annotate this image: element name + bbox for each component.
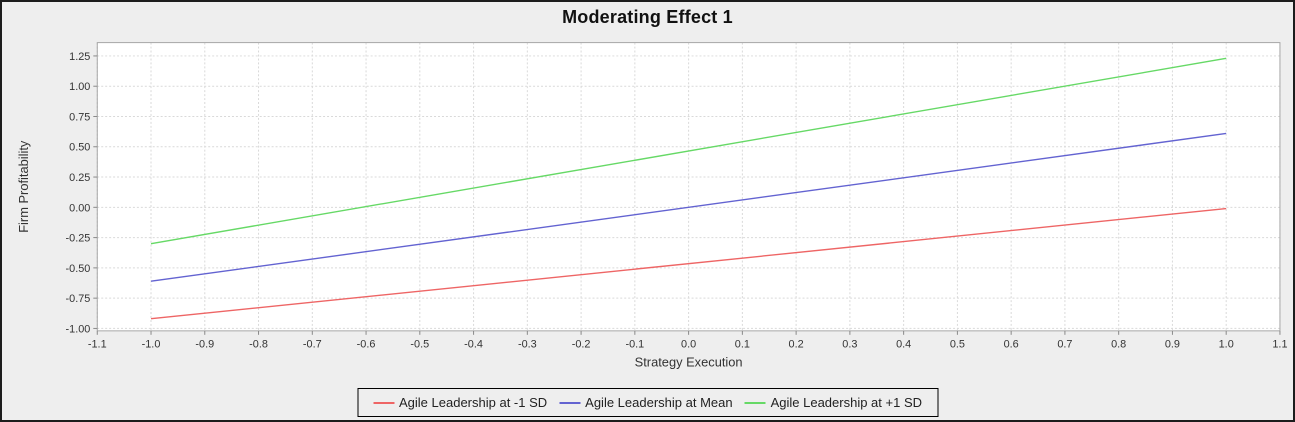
y-tick-label: -0.25 <box>66 233 91 245</box>
legend-item-label: Agile Leadership at -1 SD <box>399 395 548 410</box>
legend-item: Agile Leadership at +1 SD <box>744 394 922 411</box>
x-tick-label: 1.0 <box>1219 339 1234 351</box>
x-tick-label: -0.4 <box>464 339 483 351</box>
y-tick-label: -1.00 <box>66 323 91 335</box>
x-tick-label: -0.5 <box>410 339 429 351</box>
series-line-2 <box>150 57 1227 245</box>
legend-item-label: Agile Leadership at Mean <box>585 395 733 410</box>
legend-line-swatch <box>744 401 766 404</box>
series-line-1 <box>150 132 1227 282</box>
legend: Agile Leadership at -1 SD Agile Leadershi… <box>357 388 938 417</box>
x-tick-label: 0.0 <box>681 339 696 351</box>
x-tick-label: 0.2 <box>789 339 804 351</box>
x-tick-label: 1.1 <box>1272 339 1287 351</box>
y-tick-label: 0.75 <box>69 111 90 123</box>
x-tick-label: 0.8 <box>1111 339 1126 351</box>
x-tick-label: 0.7 <box>1057 339 1072 351</box>
chart-title: Moderating Effect 1 <box>562 7 733 27</box>
y-tick-label: -0.50 <box>66 263 91 275</box>
y-tick-label: 0.25 <box>69 172 90 184</box>
legend-line-swatch <box>373 401 394 404</box>
x-tick-label: 0.5 <box>950 339 965 351</box>
y-axis-title: Firm Profitability <box>16 140 31 233</box>
x-tick-label: 0.1 <box>735 339 750 351</box>
x-tick-label: -1.1 <box>88 339 107 351</box>
x-tick-label: -0.9 <box>195 339 214 351</box>
x-tick-label: -0.3 <box>518 339 537 351</box>
y-tick-label: 0.50 <box>69 142 90 154</box>
legend-item: Agile Leadership at Mean <box>559 394 733 411</box>
x-tick-label: -1.0 <box>142 339 161 351</box>
x-tick-label: -0.6 <box>357 339 376 351</box>
x-tick-label: 0.9 <box>1165 339 1180 351</box>
x-axis-title: Strategy Execution <box>635 355 743 370</box>
y-tick-label: -0.75 <box>66 293 91 305</box>
x-tick-label: -0.2 <box>572 339 591 351</box>
series-line-0 <box>150 207 1227 320</box>
legend-item-label: Agile Leadership at +1 SD <box>770 395 922 410</box>
x-tick-label: 0.3 <box>842 339 857 351</box>
y-tick-label: 1.25 <box>69 51 90 63</box>
legend-line-swatch <box>559 401 581 404</box>
x-tick-label: -0.8 <box>249 339 268 351</box>
x-tick-label: 0.4 <box>896 339 911 351</box>
x-tick-label: -0.7 <box>303 339 322 351</box>
y-tick-label: 0.00 <box>69 202 90 214</box>
x-tick-label: -0.1 <box>625 339 644 351</box>
x-tick-label: 0.6 <box>1004 339 1019 351</box>
y-tick-label: 1.00 <box>69 81 90 93</box>
legend-item: Agile Leadership at -1 SD <box>373 394 547 411</box>
